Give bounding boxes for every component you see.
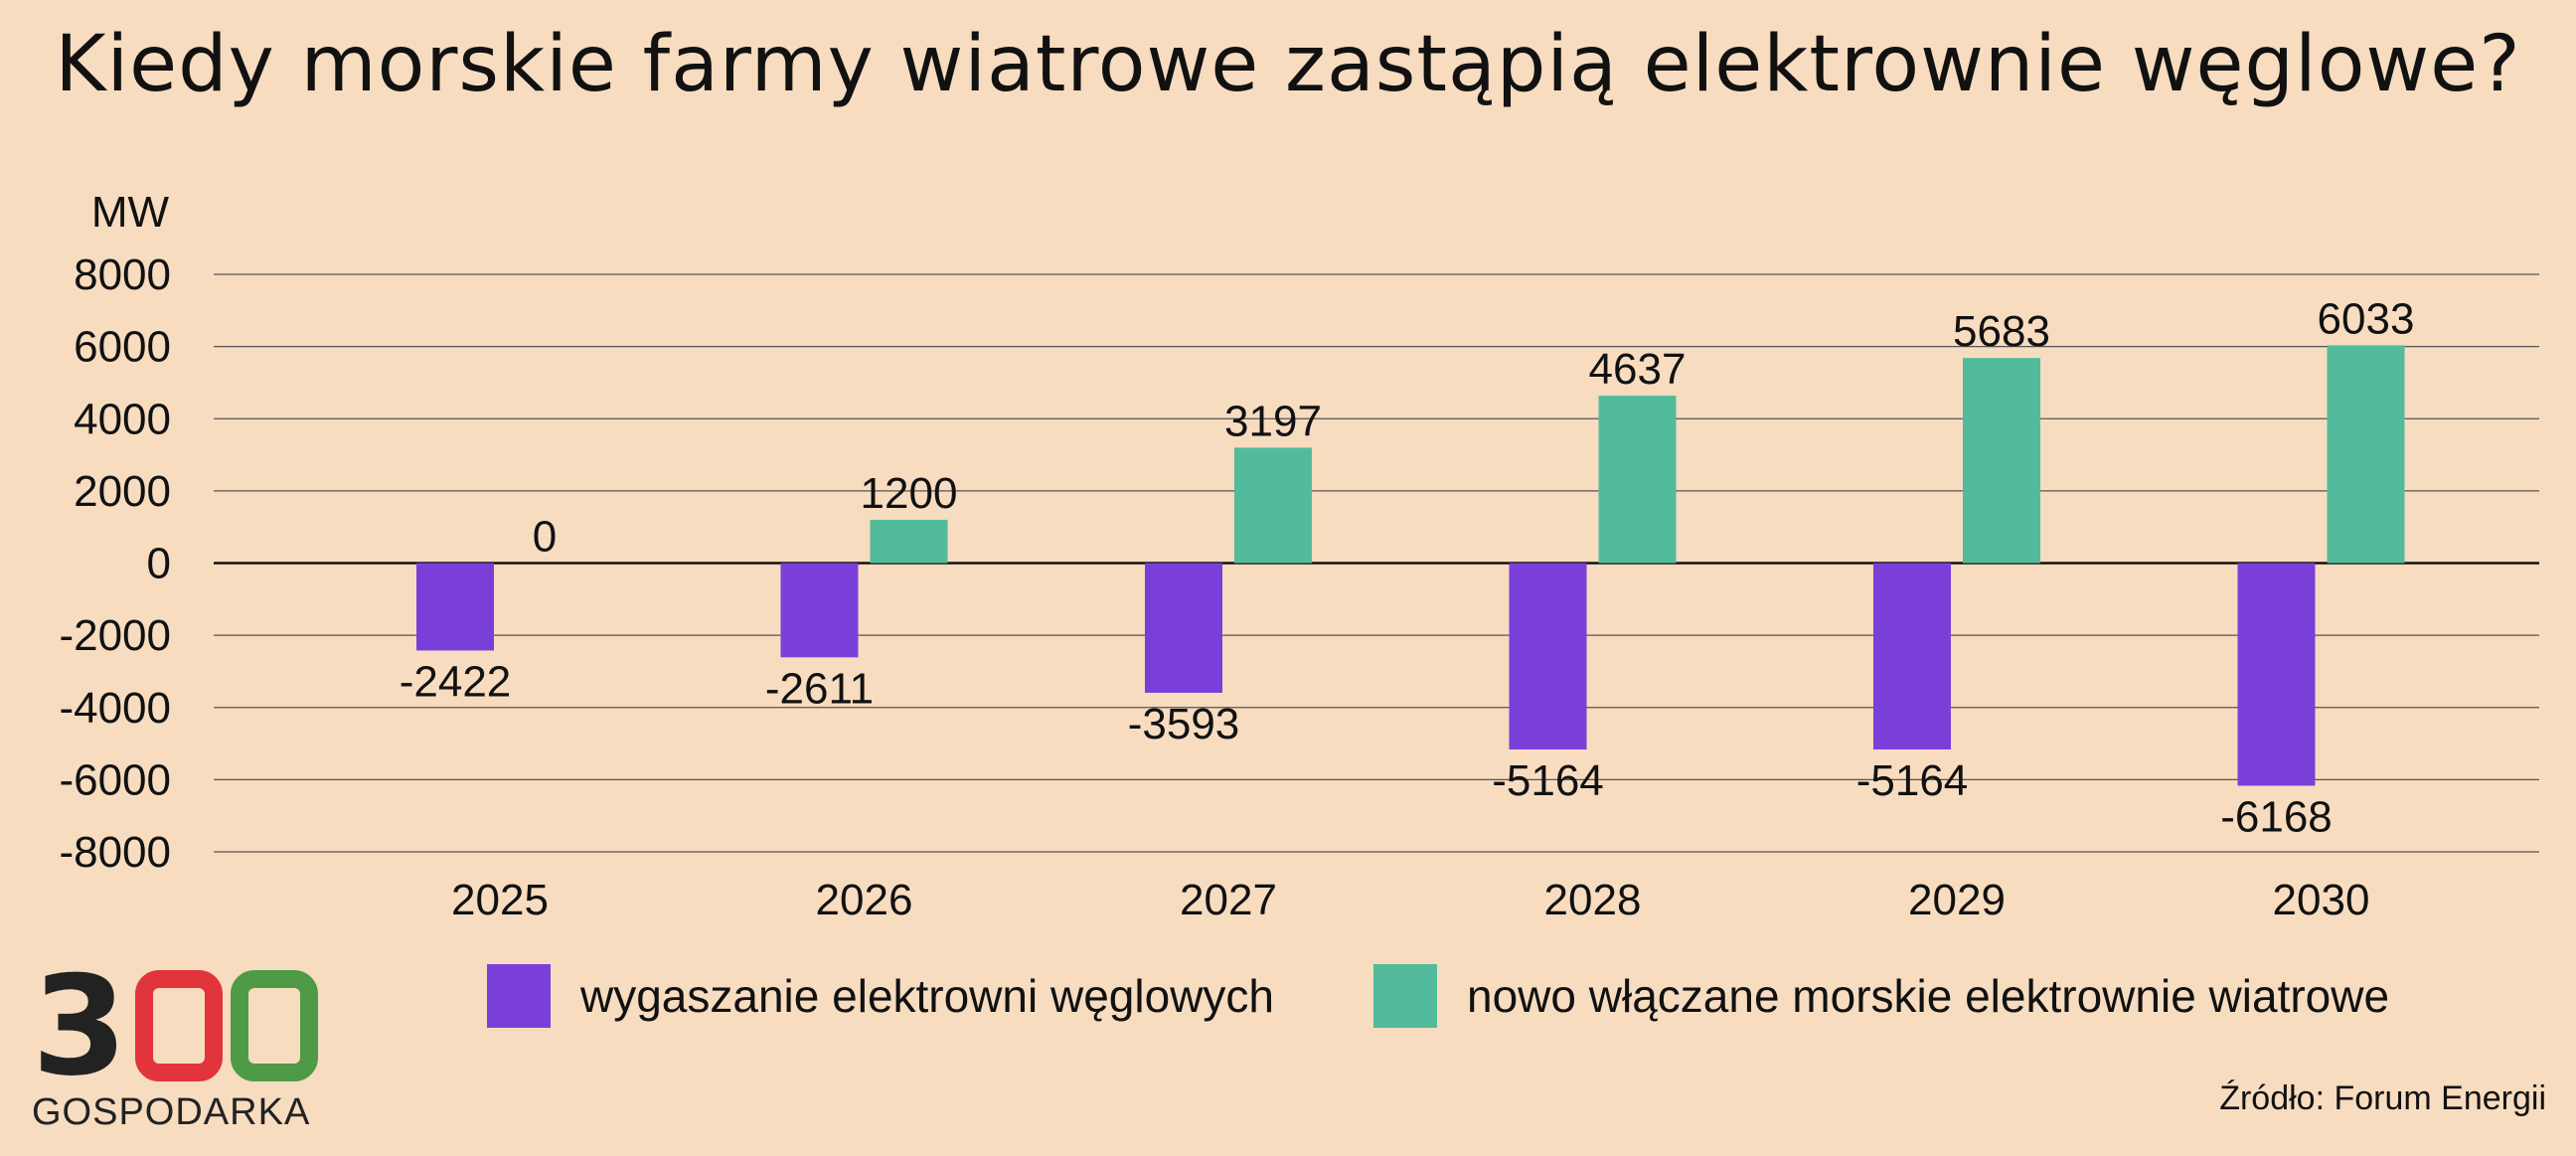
data-label-coal-2025: -2422 xyxy=(400,657,512,706)
legend: wygaszanie elektrowni węglowych nowo włą… xyxy=(487,964,2489,1028)
data-label-coal-2028: -5164 xyxy=(1492,756,1604,805)
bars xyxy=(416,345,2405,786)
bar-coal-2025 xyxy=(416,563,494,651)
logo-zero-green xyxy=(231,970,319,1081)
data-label-coal-2026: -2611 xyxy=(765,664,874,713)
bar-wind-2027 xyxy=(1234,447,1312,564)
bar-coal-2026 xyxy=(780,563,859,658)
logo-300gospodarka: 3 GOSPODARKA xyxy=(32,946,319,1134)
y-tick-label: 6000 xyxy=(74,323,171,372)
data-label-wind-2030: 6033 xyxy=(2318,294,2415,343)
x-tick-label-2025: 2025 xyxy=(451,876,549,924)
y-tick-label: 4000 xyxy=(74,395,171,443)
data-label-wind-2025: 0 xyxy=(533,513,557,562)
data-label-coal-2030: -6168 xyxy=(2220,792,2333,841)
y-tick-label: -6000 xyxy=(59,755,171,804)
y-tick-label: -2000 xyxy=(59,611,171,660)
bar-coal-2030 xyxy=(2237,563,2316,786)
legend-item-wind: nowo włączane morskie elektrownie wiatro… xyxy=(1373,964,2389,1028)
logo-digit-three: 3 xyxy=(32,946,128,1106)
data-label-wind-2026: 1200 xyxy=(861,469,958,518)
y-tick-label: -8000 xyxy=(59,828,171,877)
data-label-wind-2027: 3197 xyxy=(1224,397,1322,445)
data-label-wind-2028: 4637 xyxy=(1589,345,1687,394)
bar-coal-2027 xyxy=(1145,563,1222,693)
legend-label-coal: wygaszanie elektrowni węglowych xyxy=(580,970,1274,1022)
source-note: Źródło: Forum Energii xyxy=(2219,1079,2546,1117)
bar-coal-2028 xyxy=(1509,563,1587,750)
x-tick-label-2028: 2028 xyxy=(1544,876,1642,924)
y-tick-labels: 8000 6000 4000 2000 0 -2000 -4000 -6000 -8000 xyxy=(59,250,171,877)
logo-wordmark: GOSPODARKA xyxy=(32,1091,311,1133)
data-label-coal-2029: -5164 xyxy=(1856,756,1969,805)
bar-wind-2029 xyxy=(1963,358,2040,564)
bar-wind-2026 xyxy=(870,519,948,564)
y-tick-label: 8000 xyxy=(74,250,171,299)
x-tick-label-2030: 2030 xyxy=(2273,876,2370,924)
legend-label-wind: nowo włączane morskie elektrownie wiatro… xyxy=(1467,970,2390,1022)
data-label-wind-2029: 5683 xyxy=(1953,307,2050,356)
legend-swatch-wind xyxy=(1373,964,1437,1028)
x-tick-labels: 2025 2026 2027 2028 2029 2030 xyxy=(451,876,2369,924)
y-tick-label: 2000 xyxy=(74,467,171,516)
x-tick-label-2026: 2026 xyxy=(816,876,913,924)
bar-coal-2029 xyxy=(1873,563,1951,750)
bar-wind-2030 xyxy=(2327,345,2405,564)
y-axis-label: MW xyxy=(91,188,170,237)
legend-swatch-coal xyxy=(487,964,551,1028)
legend-item-coal: wygaszanie elektrowni węglowych xyxy=(487,964,1274,1028)
data-label-coal-2027: -3593 xyxy=(1128,700,1240,748)
y-tick-label: -4000 xyxy=(59,684,171,733)
grid-lines xyxy=(214,273,2539,853)
chart-title: Kiedy morskie farmy wiatrowe zastąpią el… xyxy=(55,20,2521,109)
x-tick-label-2029: 2029 xyxy=(1908,876,2006,924)
y-tick-label: 0 xyxy=(147,540,171,588)
data-labels: -2422 0 -2611 1200 -3593 3197 -5164 4637 -5164 56… xyxy=(400,294,2415,841)
bar-wind-2028 xyxy=(1598,396,1677,564)
logo-zero-red xyxy=(135,970,224,1081)
x-tick-label-2027: 2027 xyxy=(1180,876,1277,924)
bar-chart: 8000 6000 4000 2000 0 -2000 -4000 -6000 -8000 MW… xyxy=(59,188,2539,924)
